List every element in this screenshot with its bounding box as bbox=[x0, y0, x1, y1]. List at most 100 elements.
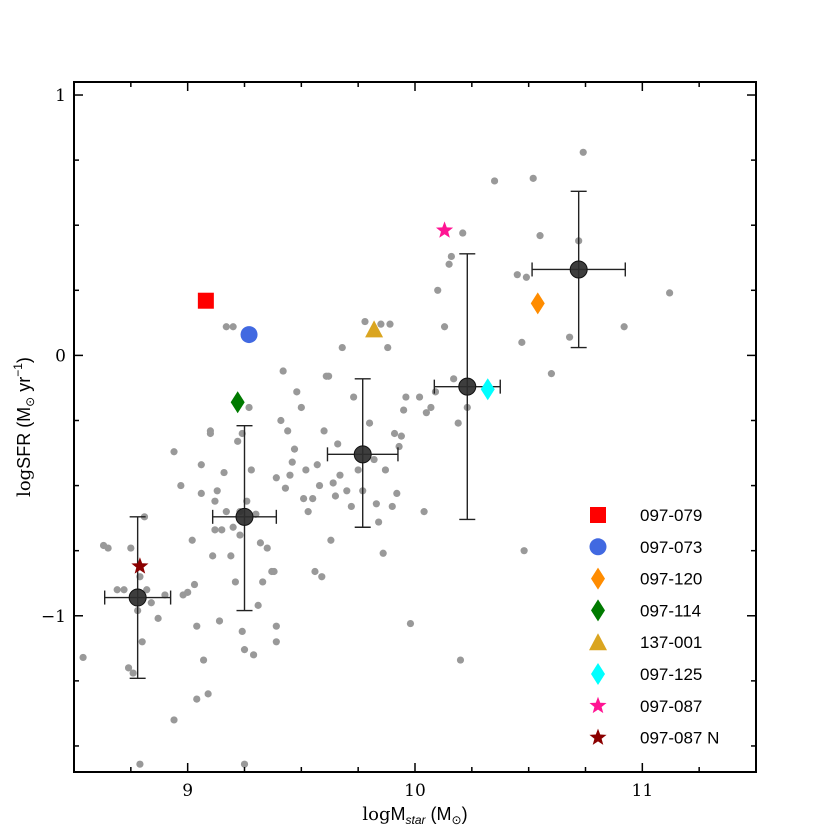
background-point bbox=[79, 653, 87, 662]
background-point bbox=[124, 664, 133, 672]
background-point bbox=[434, 286, 442, 294]
background-point bbox=[302, 466, 310, 474]
background-point bbox=[104, 544, 112, 552]
background-point bbox=[249, 651, 258, 659]
background-point bbox=[245, 403, 253, 412]
background-point bbox=[402, 393, 410, 401]
background-point bbox=[381, 466, 390, 474]
background-point bbox=[520, 547, 528, 555]
marker-097-087 bbox=[435, 221, 454, 238]
background-point bbox=[193, 695, 201, 703]
background-point bbox=[236, 531, 244, 539]
background-point bbox=[293, 388, 301, 396]
background-point bbox=[127, 544, 135, 552]
background-point bbox=[440, 323, 449, 331]
binned-mean-point bbox=[569, 260, 588, 279]
background-point bbox=[222, 508, 230, 516]
legend: 097-079 097-073 097-120 097-114 137-001 097-1… bbox=[589, 506, 719, 748]
background-point bbox=[272, 474, 280, 482]
background-point bbox=[336, 471, 344, 479]
background-point bbox=[240, 646, 249, 654]
binned-mean bbox=[326, 378, 399, 528]
background-point bbox=[431, 388, 440, 396]
background-point bbox=[375, 518, 383, 526]
legend-entry: 097-079 bbox=[590, 506, 702, 525]
background-point bbox=[184, 588, 192, 596]
legend-label: 097-087 N bbox=[640, 729, 719, 748]
background-point bbox=[290, 445, 299, 453]
marker-097-073 bbox=[240, 326, 258, 344]
legend-label: 097-087 bbox=[640, 697, 702, 716]
y-tick-label: 0 bbox=[55, 346, 66, 366]
background-point bbox=[620, 323, 628, 331]
background-point bbox=[395, 442, 403, 451]
background-point bbox=[263, 544, 271, 552]
marker-097-114 bbox=[230, 391, 245, 414]
legend-entry: 097-114 bbox=[591, 599, 701, 622]
background-point bbox=[190, 580, 199, 589]
binned-means-layer bbox=[103, 190, 626, 679]
binned-mean-point bbox=[353, 445, 372, 464]
galaxy-markers-layer bbox=[131, 221, 545, 574]
background-point bbox=[456, 656, 465, 664]
background-point bbox=[347, 502, 355, 511]
legend-marker bbox=[589, 633, 607, 651]
binned-mean-point bbox=[235, 507, 254, 526]
background-point bbox=[343, 487, 351, 495]
legend-marker bbox=[590, 507, 606, 523]
legend-label: 137-001 bbox=[640, 633, 702, 652]
binned-mean-point bbox=[458, 377, 477, 396]
x-axis-label: logMstar (M⊙) bbox=[362, 804, 467, 827]
background-point bbox=[222, 323, 230, 331]
background-point bbox=[311, 567, 319, 576]
background-point bbox=[143, 586, 151, 594]
background-point bbox=[229, 523, 237, 531]
background-point bbox=[379, 549, 387, 557]
background-point bbox=[427, 403, 435, 412]
background-point bbox=[220, 468, 228, 477]
legend-label: 097-114 bbox=[640, 601, 701, 620]
background-point bbox=[565, 333, 574, 341]
legend-entry: 097-087 N bbox=[589, 728, 719, 748]
legend-label: 097-120 bbox=[640, 570, 702, 589]
background-point bbox=[206, 429, 214, 438]
background-point bbox=[354, 466, 362, 474]
background-point bbox=[393, 489, 401, 497]
background-point bbox=[256, 539, 265, 547]
background-point bbox=[277, 416, 285, 425]
background-point bbox=[209, 552, 217, 560]
axis-ticks-layer: 9 10 11 −1 0 1 bbox=[41, 82, 757, 801]
background-point bbox=[547, 370, 556, 378]
background-point bbox=[231, 578, 240, 586]
background-point bbox=[406, 619, 415, 628]
background-point bbox=[218, 526, 226, 534]
background-point bbox=[350, 393, 358, 401]
marker-097-125 bbox=[480, 378, 495, 401]
background-point bbox=[204, 690, 212, 698]
background-point bbox=[272, 622, 280, 630]
background-point bbox=[361, 317, 369, 326]
background-point bbox=[420, 508, 428, 516]
marker-097-087-n bbox=[131, 557, 149, 574]
x-tick-label: 11 bbox=[632, 781, 654, 801]
background-point bbox=[386, 320, 394, 328]
background-point bbox=[213, 487, 221, 495]
background-point bbox=[286, 471, 294, 479]
background-point bbox=[247, 466, 255, 474]
background-point bbox=[211, 526, 219, 534]
background-point bbox=[252, 510, 260, 518]
y-tick-label: 1 bbox=[55, 86, 66, 106]
background-point bbox=[320, 427, 328, 435]
background-point bbox=[272, 638, 280, 646]
legend-label: 097-079 bbox=[640, 506, 702, 525]
legend-marker bbox=[589, 696, 607, 714]
marker-097-079 bbox=[197, 292, 214, 309]
background-point bbox=[390, 429, 399, 438]
background-point bbox=[279, 367, 287, 375]
background-point bbox=[197, 461, 205, 469]
background-point bbox=[384, 343, 392, 352]
background-point bbox=[536, 232, 544, 240]
background-point bbox=[113, 586, 121, 594]
binned-mean bbox=[103, 516, 172, 679]
